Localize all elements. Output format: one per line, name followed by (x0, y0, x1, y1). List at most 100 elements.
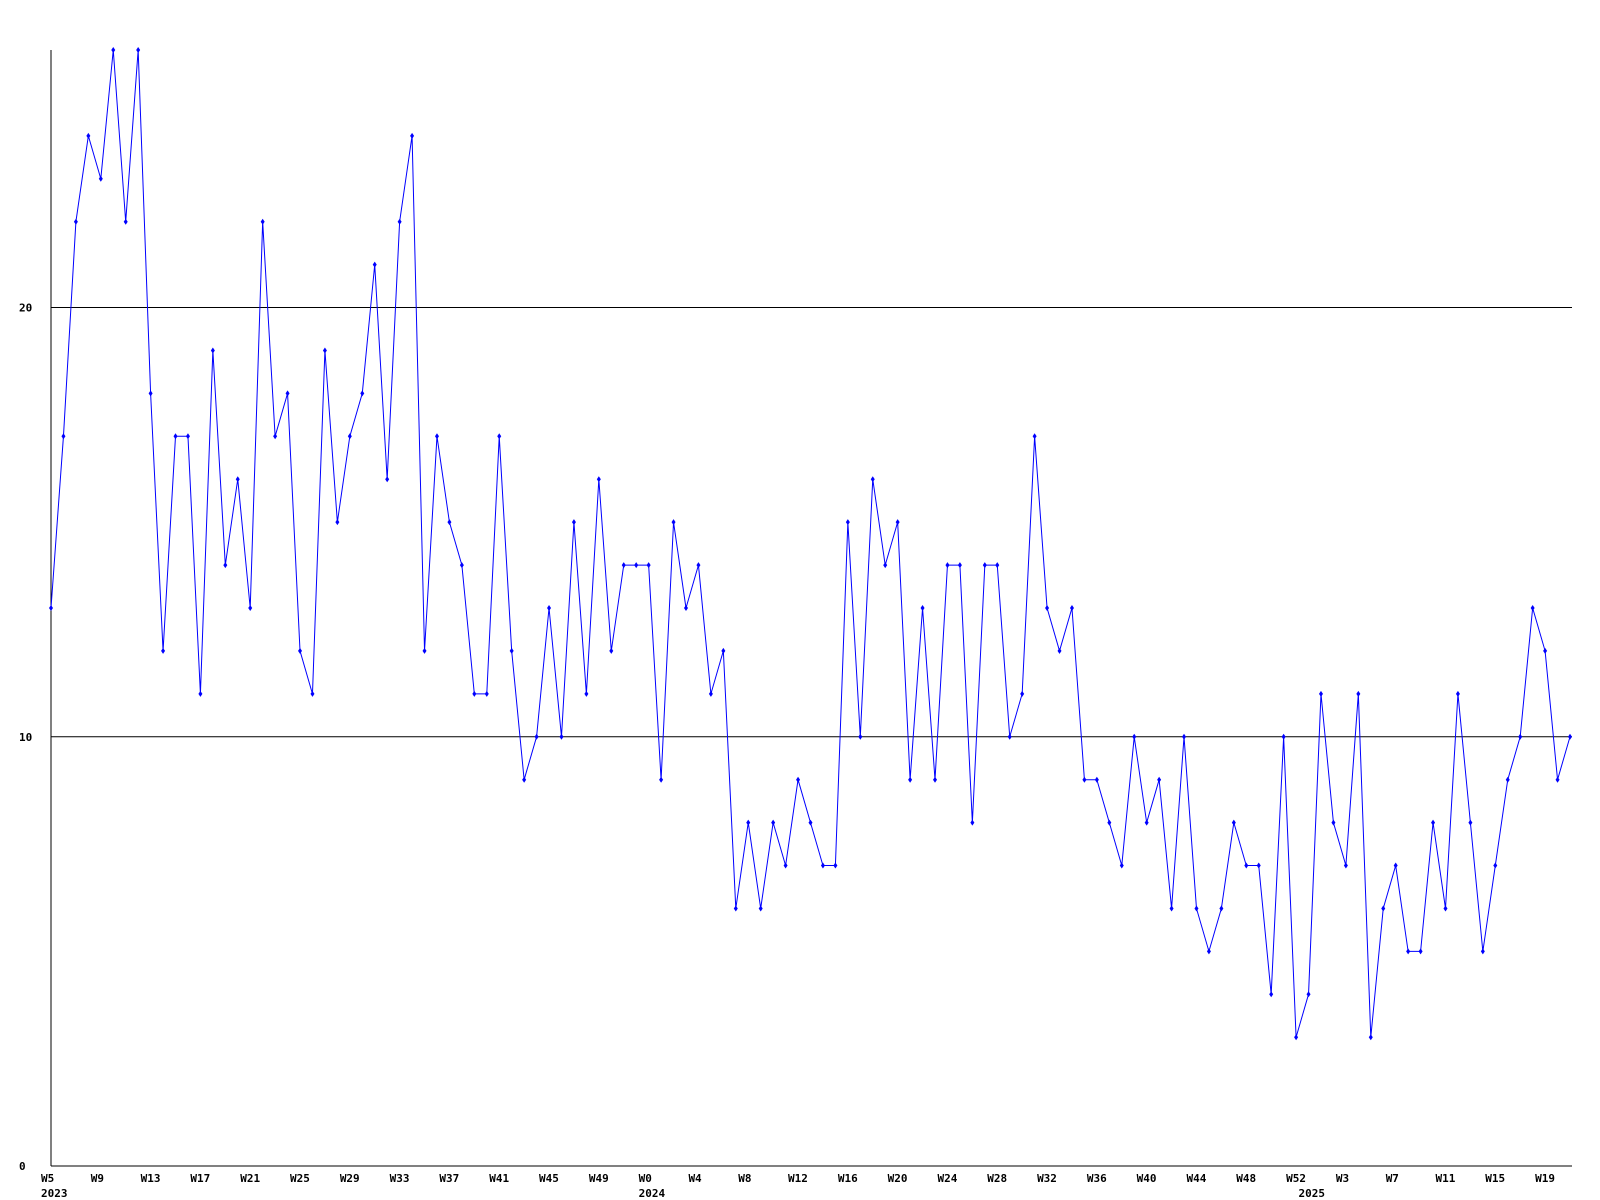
point (1007, 733, 1012, 740)
point (1493, 862, 1498, 869)
point (372, 261, 377, 268)
point (347, 433, 352, 440)
x-tick-label: W17 (190, 1172, 210, 1185)
x-tick-label: W24 (937, 1172, 957, 1185)
point (1381, 905, 1386, 912)
point (1543, 647, 1548, 654)
x-tick-label: W28 (987, 1172, 1007, 1185)
point (1530, 605, 1535, 611)
point (1082, 776, 1087, 783)
point (559, 733, 564, 740)
point (908, 776, 913, 783)
point (1094, 776, 1099, 783)
point (198, 690, 203, 697)
point (1231, 819, 1236, 826)
point (845, 519, 850, 526)
point (596, 476, 601, 483)
point (883, 562, 888, 569)
x-tick-label: W13 (141, 1172, 161, 1185)
x-tick-label: W40 (1137, 1172, 1157, 1185)
point (86, 132, 91, 139)
point (260, 218, 265, 225)
point (746, 819, 751, 826)
point (1555, 776, 1560, 783)
point (895, 519, 900, 526)
point (385, 476, 390, 483)
point (447, 519, 452, 526)
point (98, 175, 103, 182)
point (783, 862, 788, 869)
point (173, 433, 178, 440)
point (1069, 605, 1074, 611)
point (49, 605, 53, 611)
point (1368, 1034, 1373, 1041)
y-tick-label: 0 (19, 1160, 26, 1173)
year-label: 2025 (1299, 1187, 1326, 1200)
point (758, 905, 763, 912)
point (1144, 819, 1149, 826)
point (771, 819, 776, 826)
x-tick-label: W33 (390, 1172, 410, 1185)
x-tick-label: W25 (290, 1172, 310, 1185)
x-tick-label: W49 (589, 1172, 609, 1185)
point (422, 647, 427, 654)
x-tick-label: W19 (1535, 1172, 1555, 1185)
point (111, 47, 116, 53)
x-tick-label: W32 (1037, 1172, 1057, 1185)
point (1418, 948, 1423, 955)
point (1443, 905, 1448, 912)
point (1157, 776, 1162, 783)
point (1045, 605, 1050, 611)
point (1431, 819, 1436, 826)
point (1406, 948, 1411, 955)
point (248, 605, 253, 611)
point (833, 862, 838, 869)
point (410, 132, 415, 139)
point (796, 776, 801, 783)
point (808, 819, 813, 826)
x-tick-label: W12 (788, 1172, 808, 1185)
x-tick-label: W11 (1435, 1172, 1455, 1185)
y-tick-label: 10 (19, 731, 32, 744)
point (1306, 991, 1311, 998)
point (73, 218, 78, 225)
point (472, 690, 477, 697)
x-tick-label: W21 (240, 1172, 260, 1185)
x-tick-label: W37 (439, 1172, 459, 1185)
point (310, 690, 315, 697)
point (858, 733, 863, 740)
point (721, 647, 726, 654)
point (434, 433, 439, 440)
point (1480, 948, 1485, 955)
series-line (50, 49, 1571, 1038)
point (1256, 862, 1261, 869)
point (1294, 1034, 1299, 1041)
point (696, 562, 701, 569)
point (1468, 819, 1473, 826)
x-tick-label: W20 (888, 1172, 908, 1185)
point (1331, 819, 1336, 826)
point (335, 519, 340, 526)
point (1318, 690, 1323, 697)
point (1219, 905, 1224, 912)
point (497, 433, 502, 440)
point (1343, 862, 1348, 869)
point (1132, 733, 1137, 740)
x-tick-label: W41 (489, 1172, 509, 1185)
x-tick-label: W4 (688, 1172, 702, 1185)
x-tick-label: W16 (838, 1172, 858, 1185)
x-tick-label: W0 (639, 1172, 652, 1185)
point (995, 562, 1000, 569)
point (1169, 905, 1174, 912)
point (584, 690, 589, 697)
point (522, 776, 527, 783)
point (1206, 948, 1211, 955)
x-tick-label: W8 (738, 1172, 751, 1185)
point (161, 647, 166, 654)
point (920, 605, 925, 611)
point (148, 390, 153, 397)
point (970, 819, 975, 826)
point (235, 476, 240, 483)
point (571, 519, 576, 526)
